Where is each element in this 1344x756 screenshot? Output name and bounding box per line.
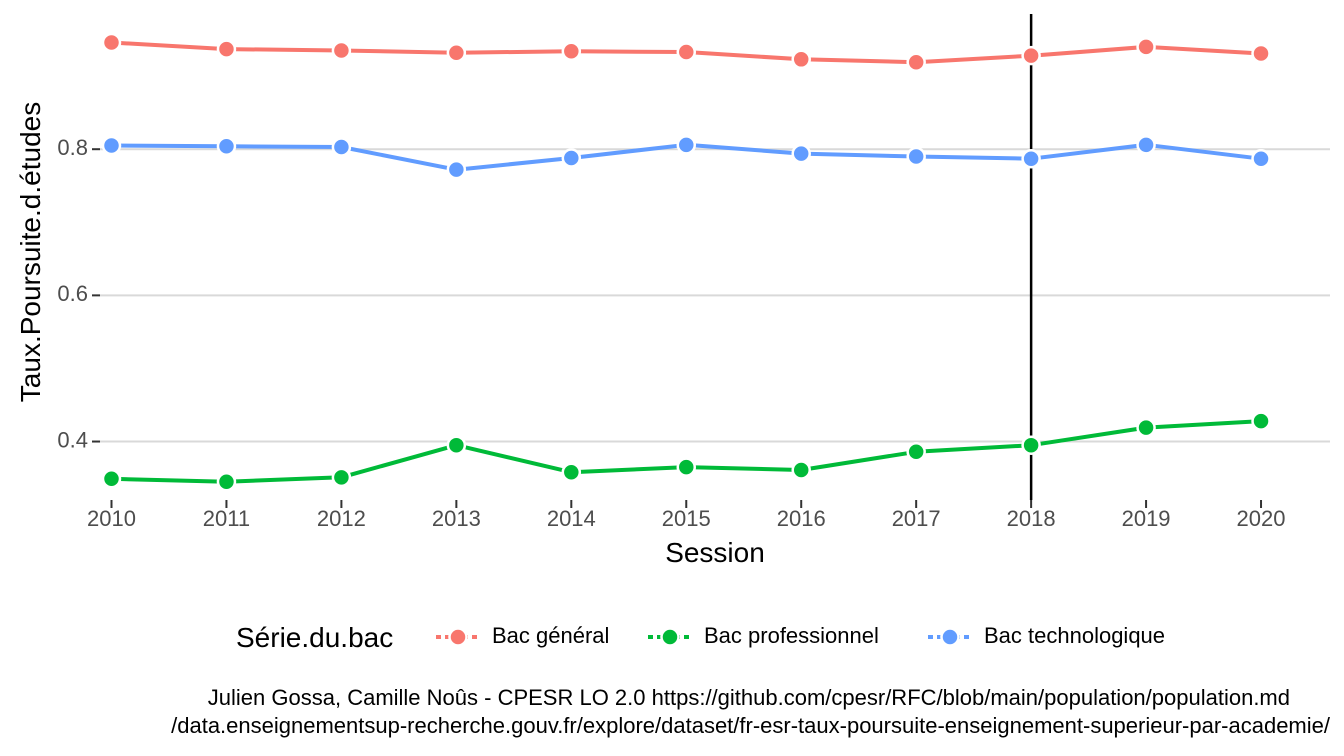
data-point bbox=[676, 135, 697, 155]
y-axis-title: Taux.Poursuite.d.études bbox=[15, 102, 46, 402]
data-point bbox=[446, 42, 467, 63]
data-point bbox=[676, 42, 697, 62]
data-point bbox=[1136, 135, 1156, 155]
legend-key-point bbox=[448, 627, 468, 647]
x-axis-title: Session bbox=[665, 537, 765, 568]
data-point bbox=[446, 435, 467, 455]
x-tick-label: 2015 bbox=[662, 506, 711, 531]
y-axis-ticks: 0.4 0.6 0.8 bbox=[57, 135, 100, 452]
y-tick-label: 0.4 bbox=[57, 427, 88, 452]
y-tick-label: 0.8 bbox=[57, 135, 88, 160]
legend-items: Bac général Bac professionnel Bac technolo… bbox=[436, 623, 1165, 648]
data-point bbox=[1021, 148, 1041, 169]
legend-label: Bac technologique bbox=[984, 623, 1165, 648]
data-point bbox=[1021, 435, 1041, 455]
data-point bbox=[331, 40, 352, 61]
data-point bbox=[101, 469, 122, 489]
data-points bbox=[101, 32, 1271, 492]
data-point bbox=[216, 471, 237, 492]
data-point bbox=[906, 146, 926, 167]
data-point bbox=[561, 462, 582, 482]
gridlines bbox=[100, 148, 1330, 443]
legend-key-point bbox=[940, 627, 960, 647]
x-tick-label: 2014 bbox=[547, 506, 596, 531]
data-point bbox=[101, 135, 122, 156]
x-tick-label: 2010 bbox=[87, 506, 136, 531]
data-point bbox=[906, 52, 926, 72]
data-point bbox=[216, 39, 237, 59]
series-lines bbox=[111, 40, 1262, 484]
data-point bbox=[791, 460, 811, 480]
legend-label: Bac général bbox=[492, 623, 609, 648]
x-tick-label: 2020 bbox=[1237, 506, 1286, 531]
data-point bbox=[791, 49, 811, 70]
data-point bbox=[1251, 411, 1271, 431]
x-tick-label: 2018 bbox=[1007, 506, 1056, 531]
data-point bbox=[676, 457, 697, 477]
data-point bbox=[1251, 43, 1271, 64]
legend-label: Bac professionnel bbox=[704, 623, 879, 648]
data-point bbox=[561, 41, 582, 62]
legend-key-point bbox=[660, 627, 680, 647]
caption-line-2: /data.enseignementsup-recherche.gouv.fr/… bbox=[171, 713, 1331, 738]
caption-line-1: Julien Gossa, Camille Noûs - CPESR LO 2.… bbox=[208, 685, 1290, 710]
x-tick-label: 2011 bbox=[203, 506, 250, 531]
data-point bbox=[216, 136, 237, 157]
x-tick-label: 2012 bbox=[317, 506, 366, 531]
data-point bbox=[1021, 45, 1041, 66]
x-tick-label: 2017 bbox=[892, 506, 941, 531]
data-point bbox=[1136, 417, 1156, 438]
data-point bbox=[101, 32, 122, 53]
x-axis-ticks: 2010 2011 2012 2013 2014 2015 2016 2017 2018 2019… bbox=[87, 500, 1286, 531]
x-tick-label: 2019 bbox=[1122, 506, 1171, 531]
data-point bbox=[331, 467, 352, 488]
caption: Julien Gossa, Camille Noûs - CPESR LO 2.… bbox=[171, 685, 1331, 738]
data-point bbox=[331, 137, 352, 157]
data-point bbox=[446, 159, 467, 180]
x-tick-label: 2016 bbox=[777, 506, 826, 531]
data-point bbox=[1251, 148, 1271, 169]
data-point bbox=[791, 143, 811, 164]
data-point bbox=[1136, 37, 1156, 57]
data-point bbox=[561, 148, 582, 168]
legend: Série.du.bac Bac général Bac professionne… bbox=[236, 622, 1165, 653]
y-tick-label: 0.6 bbox=[57, 281, 88, 306]
x-tick-label: 2013 bbox=[432, 506, 481, 531]
legend-title: Série.du.bac bbox=[236, 622, 393, 653]
data-point bbox=[906, 442, 926, 462]
